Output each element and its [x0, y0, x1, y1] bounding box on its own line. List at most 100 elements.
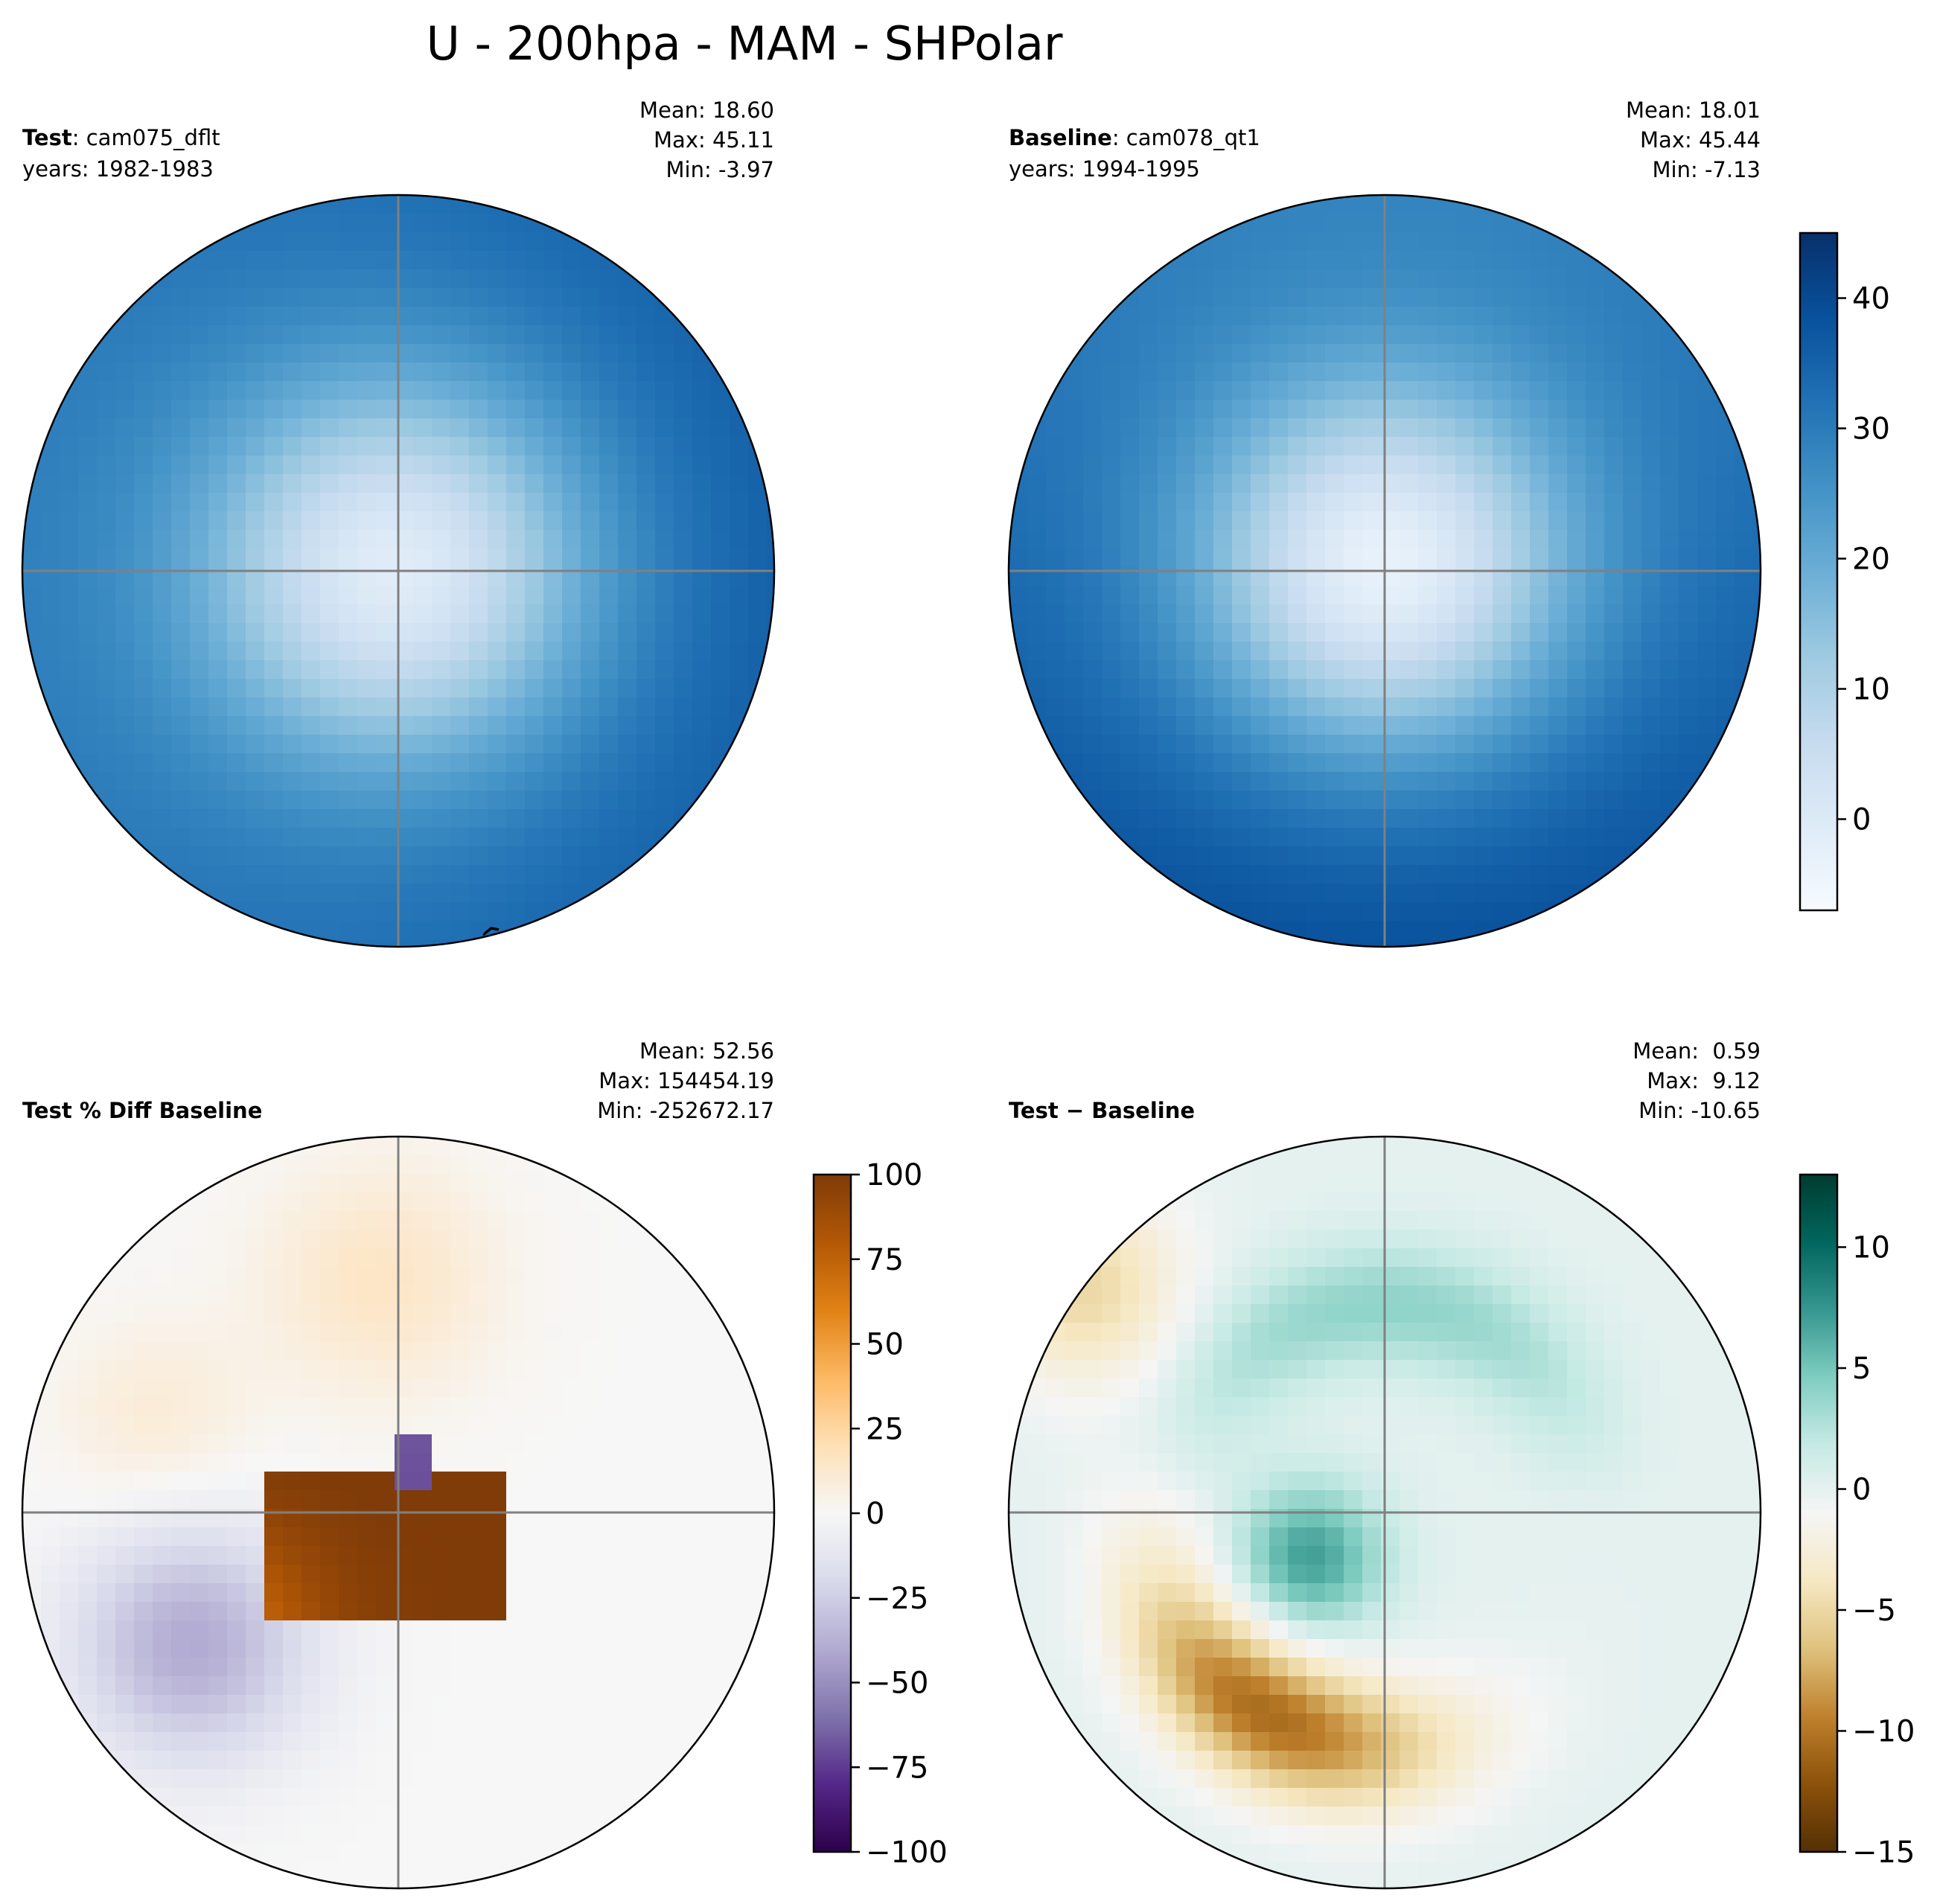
heatmap-cell — [1269, 344, 1289, 363]
heatmap-cell — [1660, 1323, 1679, 1342]
heatmap-cell — [1344, 1285, 1363, 1305]
heatmap-cell — [1697, 1360, 1717, 1379]
heatmap-cell — [1269, 1565, 1289, 1584]
heatmap-cell — [1586, 716, 1605, 735]
heatmap-cell — [767, 586, 774, 605]
heatmap-cell — [1511, 1360, 1531, 1379]
heatmap-cell — [1120, 1230, 1140, 1249]
heatmap-cell — [283, 1453, 302, 1472]
heatmap-cell — [469, 1583, 488, 1603]
heatmap-cell — [1567, 381, 1586, 400]
heatmap-cell — [1641, 716, 1661, 735]
heatmap-cell — [599, 1695, 619, 1714]
heatmap-cell — [1400, 1434, 1419, 1454]
heatmap-cell — [1306, 232, 1326, 252]
heatmap-cell — [1400, 251, 1419, 270]
heatmap-cell — [1195, 344, 1214, 363]
heatmap-cell — [543, 474, 563, 493]
heatmap-cell — [1213, 325, 1233, 345]
heatmap-cell — [636, 1304, 656, 1323]
heatmap-cell — [171, 604, 191, 624]
heatmap-cell — [1027, 623, 1047, 642]
heatmap-cell — [674, 772, 693, 791]
heatmap-cell — [1046, 1565, 1065, 1584]
heatmap-cell — [1083, 1248, 1102, 1268]
heatmap-cell — [543, 697, 563, 717]
heatmap-cell — [432, 1695, 451, 1714]
heatmap-cell — [543, 269, 563, 289]
heatmap-cell — [301, 828, 321, 847]
heatmap-cell — [1660, 549, 1679, 568]
heatmap-cell — [1548, 1416, 1568, 1435]
heatmap-cell — [581, 1304, 600, 1323]
heatmap-cell — [301, 1397, 321, 1416]
heatmap-cell — [1120, 530, 1140, 549]
heatmap-cell — [469, 549, 488, 568]
heatmap-cell — [1567, 530, 1586, 549]
heatmap-cell — [1362, 884, 1382, 903]
heatmap-cell — [581, 1453, 600, 1472]
heatmap-cell — [1437, 772, 1456, 791]
heatmap-cell — [134, 809, 153, 828]
heatmap-cell — [153, 1769, 172, 1789]
heatmap-cell — [115, 511, 135, 531]
heatmap-cell — [1455, 828, 1475, 847]
heatmap-cell — [320, 307, 339, 326]
heatmap-cell — [1623, 716, 1642, 735]
heatmap-cell — [41, 1490, 60, 1510]
heatmap-cell — [153, 1695, 172, 1714]
heatmap-cell — [488, 697, 507, 717]
heatmap-cell — [1511, 1527, 1531, 1547]
heatmap-cell — [246, 530, 265, 549]
heatmap-cell — [1455, 716, 1475, 735]
heatmap-cell — [506, 1304, 526, 1323]
heatmap-cell — [171, 1620, 191, 1640]
heatmap-cell — [1139, 1527, 1158, 1547]
heatmap-cell — [97, 679, 116, 698]
heatmap-cell — [97, 809, 116, 828]
heatmap-cell — [264, 418, 284, 438]
heatmap-cell — [1679, 1416, 1698, 1435]
heatmap-cell — [1604, 1360, 1624, 1379]
heatmap-cell — [1158, 307, 1177, 326]
heatmap-cell — [115, 1602, 135, 1621]
heatmap-cell — [1269, 1490, 1289, 1510]
heatmap-cell — [1567, 1267, 1586, 1286]
heatmap-cell — [655, 753, 674, 773]
heatmap-cell — [525, 753, 544, 773]
heatmap-cell — [1213, 1472, 1233, 1491]
heatmap-cell — [1232, 623, 1251, 642]
heatmap-cell — [1288, 1490, 1307, 1510]
heatmap-cell — [1623, 1248, 1642, 1268]
heatmap-cell — [22, 530, 42, 549]
heatmap-cell — [1176, 716, 1196, 735]
heatmap-cell — [115, 474, 135, 493]
heatmap-cell — [1269, 846, 1289, 866]
heatmap-cell — [1213, 474, 1233, 493]
heatmap-cell — [1623, 1527, 1642, 1547]
heatmap-cell — [264, 1230, 284, 1249]
heatmap-cell — [469, 1397, 488, 1416]
heatmap-cell — [1530, 1434, 1549, 1454]
heatmap-cell — [1641, 772, 1661, 791]
heatmap-cell — [618, 586, 637, 605]
heatmap-cell — [339, 1620, 358, 1640]
heatmap-cell — [636, 1695, 656, 1714]
heatmap-cell — [301, 809, 321, 828]
heatmap-cell — [636, 846, 656, 866]
heatmap-cell — [1176, 828, 1196, 847]
heatmap-cell — [636, 1285, 656, 1305]
heatmap-cell — [692, 1620, 712, 1640]
heatmap-cell — [134, 679, 153, 698]
heatmap-cell — [41, 1658, 60, 1677]
heatmap-cell — [1251, 511, 1270, 531]
heatmap-cell — [1325, 251, 1344, 270]
heatmap-cell — [432, 1490, 451, 1510]
heatmap-cell — [674, 753, 693, 773]
heatmap-cell — [134, 1490, 153, 1510]
heatmap-cell — [562, 1248, 581, 1268]
heatmap-cell — [1232, 884, 1251, 903]
heatmap-cell — [41, 716, 60, 735]
heatmap-cell — [246, 642, 265, 661]
heatmap-cell — [190, 642, 209, 661]
